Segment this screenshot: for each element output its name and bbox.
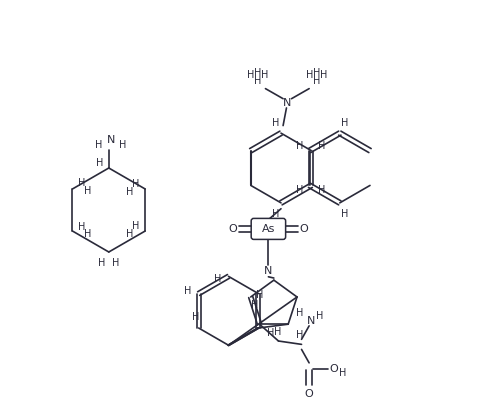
Text: H: H [339,368,346,378]
FancyBboxPatch shape [251,218,285,239]
Text: H: H [341,118,348,128]
Text: N: N [306,316,315,326]
Text: H: H [296,141,303,150]
Text: O: O [305,389,313,399]
Text: H: H [96,158,103,168]
Text: H: H [132,221,140,231]
Text: H: H [318,186,325,195]
Text: H: H [267,328,274,338]
Text: H: H [132,179,140,189]
Text: H: H [98,258,106,268]
Text: H: H [296,330,303,340]
Text: H: H [296,186,303,195]
Text: H: H [318,141,325,150]
Text: H: H [274,327,281,337]
Text: H: H [84,186,91,196]
Text: H: H [112,258,119,268]
Text: N: N [264,266,272,276]
Text: H: H [254,68,261,78]
Text: H: H [184,286,192,296]
Text: H: H [320,70,327,80]
Text: H: H [272,209,279,219]
Text: H: H [341,209,348,219]
Text: H: H [192,312,199,322]
Text: H: H [313,76,320,86]
Text: H: H [84,229,91,239]
Text: O: O [300,224,308,234]
Text: H: H [313,68,320,78]
Text: H: H [214,274,221,284]
Text: H: H [316,311,324,321]
Text: H: H [256,290,263,300]
Text: As: As [261,224,275,234]
Text: O: O [229,224,237,234]
Text: H: H [272,118,279,128]
Text: N: N [107,135,115,145]
Text: H: H [126,228,133,239]
Text: H: H [78,222,85,232]
Text: H: H [248,70,255,80]
Text: H: H [119,140,126,150]
Text: H: H [306,70,314,80]
Text: H: H [296,308,303,318]
Text: N: N [283,98,291,108]
Text: O: O [329,364,338,374]
Text: H: H [251,299,258,310]
Text: H: H [95,140,102,150]
Text: H: H [126,186,133,197]
Text: H: H [78,178,85,188]
Text: H: H [261,70,268,80]
Text: H: H [254,76,261,86]
